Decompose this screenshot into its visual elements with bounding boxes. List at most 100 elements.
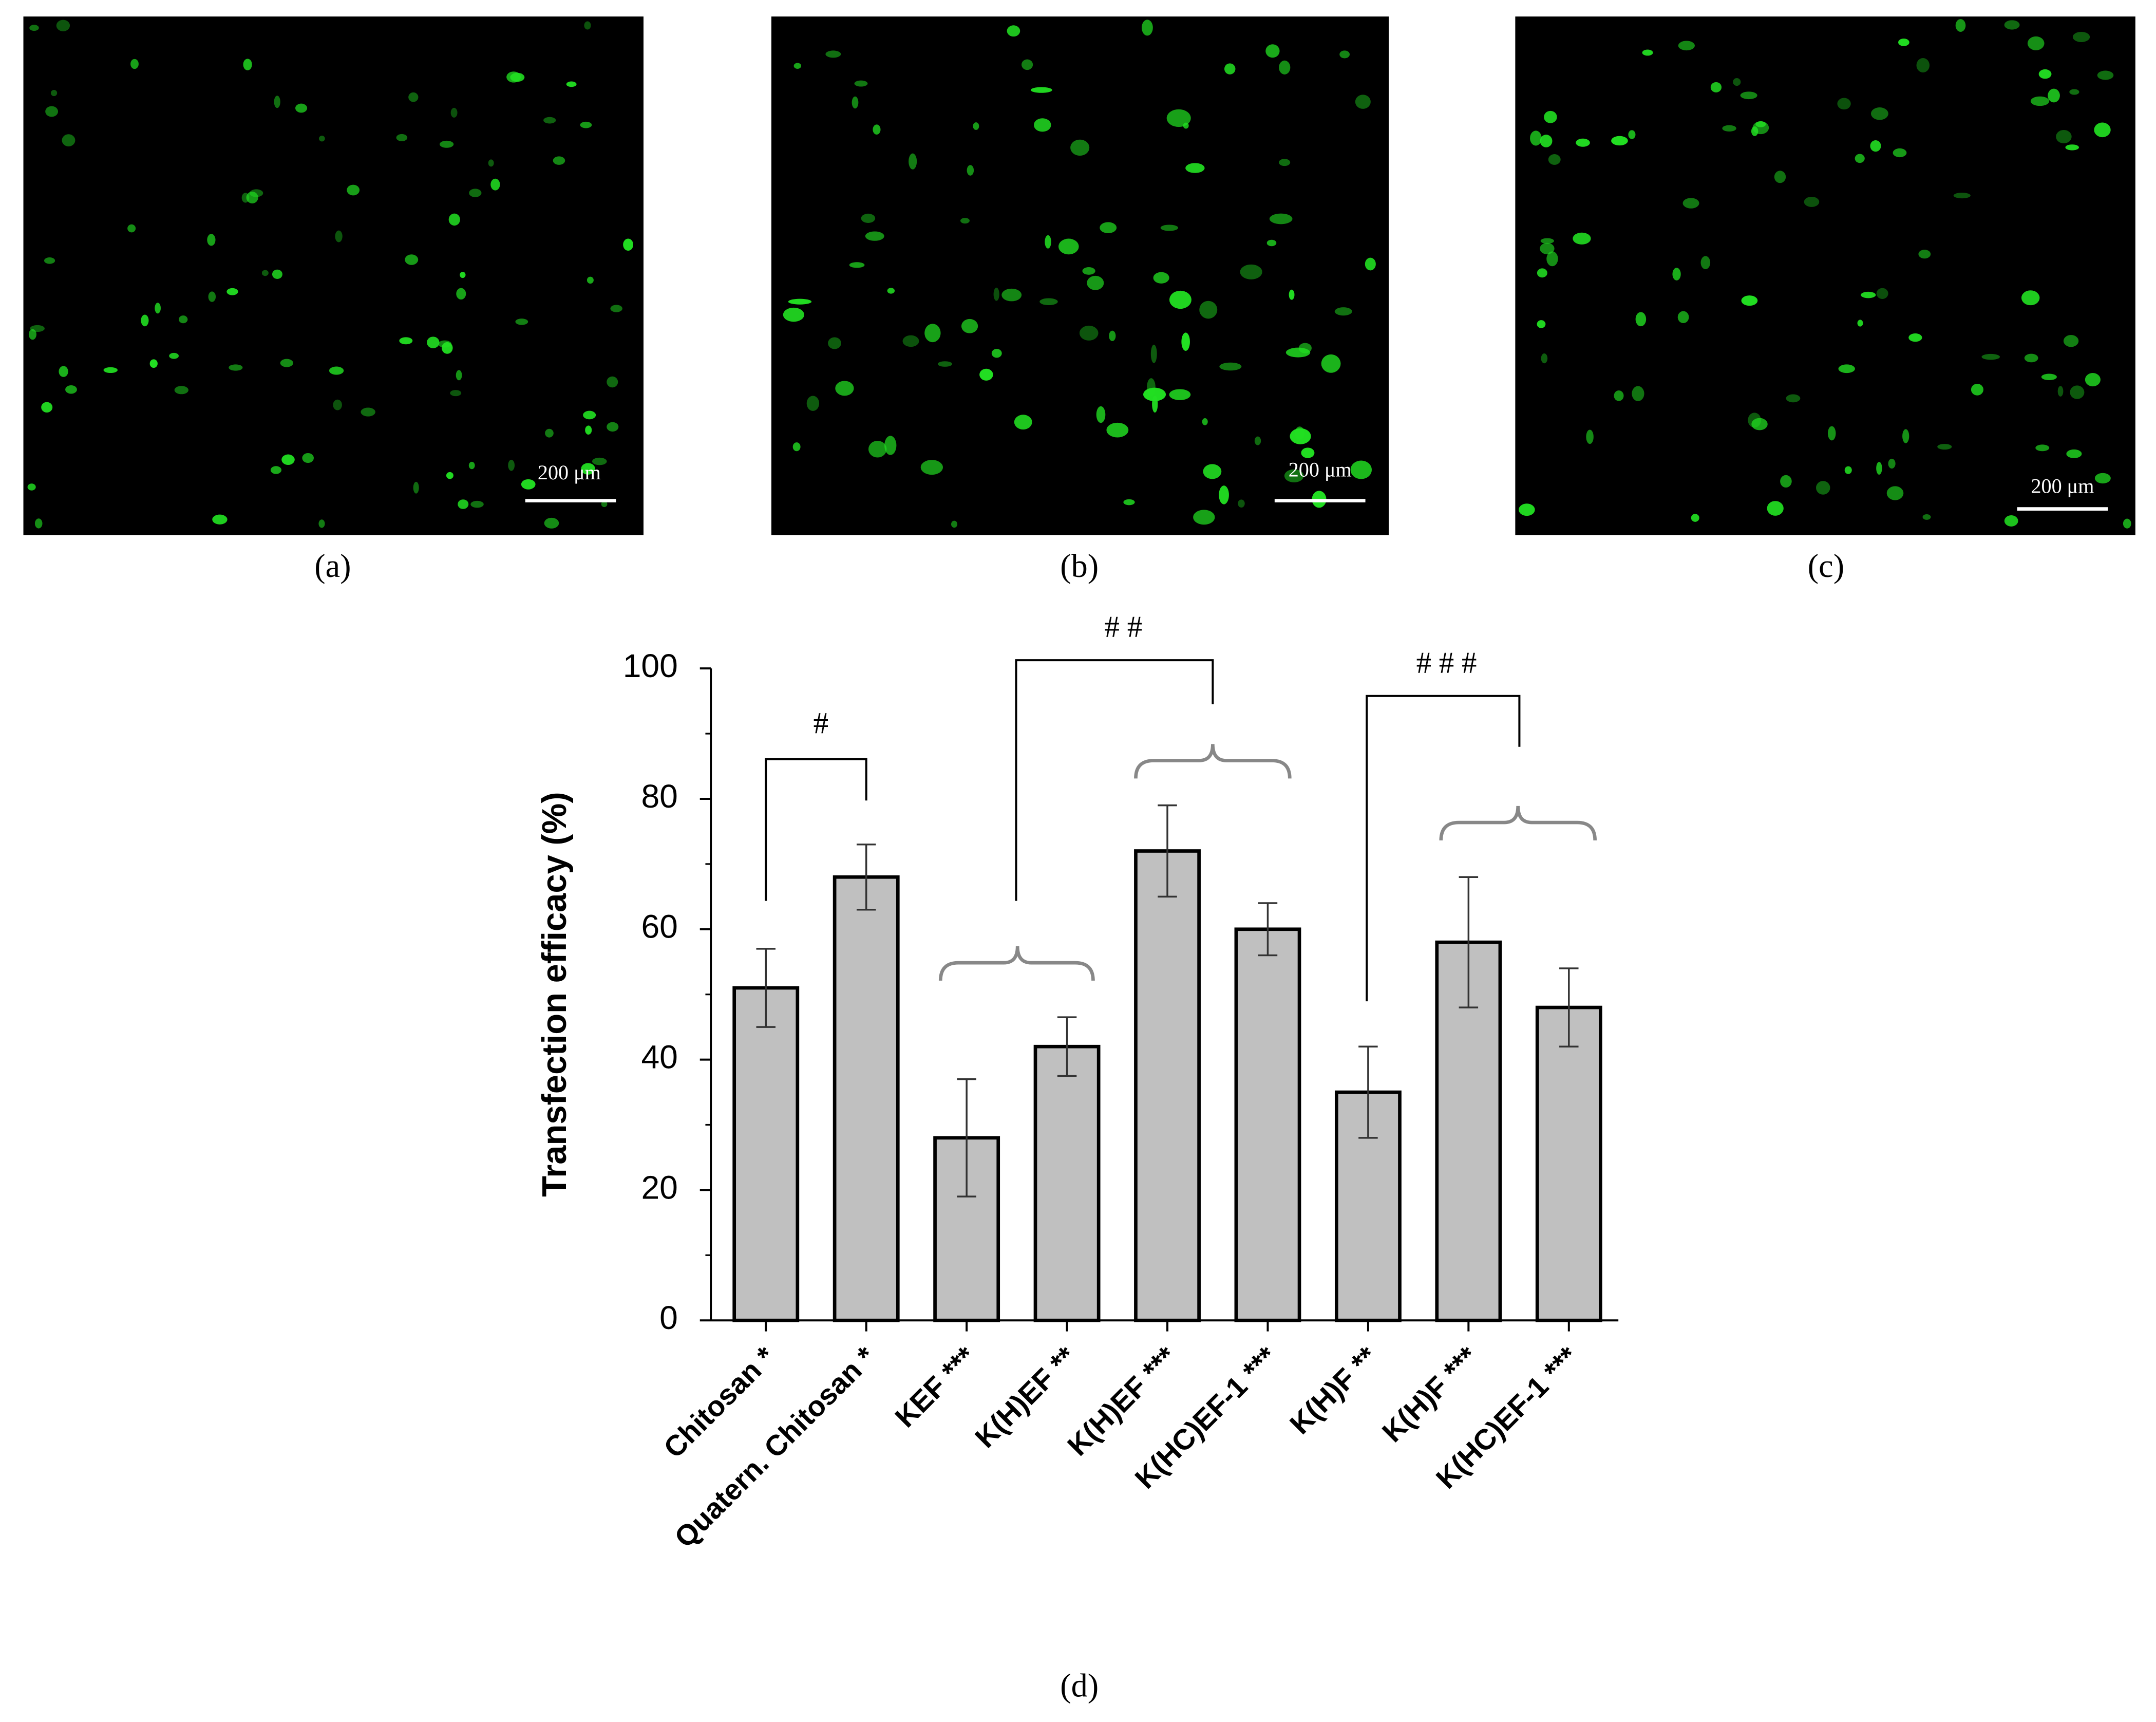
- cell: [1240, 264, 1262, 279]
- cell: [1827, 426, 1836, 441]
- cell: [1058, 238, 1079, 255]
- cell: [960, 218, 970, 224]
- cell: [302, 453, 314, 463]
- cell: [329, 366, 344, 375]
- cell: [583, 410, 596, 420]
- micrographs: [23, 16, 2135, 535]
- cell: [41, 402, 53, 413]
- significance-brackets: [765, 659, 1521, 1002]
- cell: [440, 140, 454, 148]
- cell: [1007, 25, 1020, 37]
- micrograph-a: [23, 16, 644, 535]
- cell: [884, 436, 897, 455]
- cell: [361, 407, 375, 417]
- cell: [961, 319, 978, 333]
- scale-bar-label: 200 μm: [2031, 475, 2094, 498]
- cell: [1285, 347, 1311, 358]
- cell: [1918, 250, 1931, 259]
- cell: [553, 156, 565, 165]
- cell: [246, 191, 258, 204]
- y-tick-label: 60: [641, 908, 677, 945]
- cell: [902, 335, 919, 347]
- cell: [1837, 98, 1851, 110]
- cell: [456, 370, 462, 381]
- cell: [460, 271, 466, 278]
- cell: [1082, 267, 1095, 275]
- cell: [212, 514, 228, 525]
- cell: [1334, 307, 1352, 316]
- cell: [854, 80, 868, 87]
- cell: [581, 463, 595, 475]
- cell: [1199, 301, 1218, 319]
- cell: [545, 428, 554, 438]
- cell: [1279, 159, 1291, 166]
- cell: [1365, 257, 1376, 271]
- cell: [1886, 486, 1904, 500]
- cell: [601, 501, 608, 508]
- cell: [1202, 418, 1208, 425]
- cell: [1916, 58, 1930, 73]
- bracket: [1366, 695, 1521, 1002]
- bar: [833, 875, 900, 1322]
- cell: [1279, 60, 1291, 74]
- cell: [1169, 389, 1191, 400]
- cell: [2069, 89, 2079, 95]
- cell: [1774, 171, 1786, 183]
- cell: [1902, 429, 1909, 443]
- cell: [468, 461, 475, 470]
- cell: [241, 193, 250, 203]
- cell: [2094, 473, 2111, 484]
- cell: [2066, 449, 2082, 458]
- cell: [1937, 444, 1952, 450]
- cell: [1070, 139, 1090, 156]
- cell: [30, 325, 45, 332]
- cell: [1219, 362, 1242, 371]
- cell: [1953, 193, 1971, 199]
- cell: [1780, 475, 1792, 488]
- y-tick-label: 40: [641, 1039, 677, 1076]
- cell: [1530, 130, 1542, 146]
- cell: [396, 134, 408, 141]
- cell: [909, 153, 917, 170]
- cell: [510, 72, 525, 82]
- cell: [446, 472, 453, 479]
- cell: [2097, 70, 2114, 80]
- cell: [1971, 384, 1983, 396]
- cell: [29, 25, 39, 31]
- cell: [825, 50, 841, 58]
- cell: [610, 305, 622, 312]
- significance-label: # #: [1105, 610, 1143, 644]
- cell: [1876, 462, 1882, 475]
- bracket: [1015, 659, 1214, 901]
- cell: [2065, 144, 2079, 151]
- cell: [1876, 288, 1888, 299]
- error-bar: [1057, 1016, 1077, 1077]
- cell: [1096, 406, 1106, 423]
- cell: [1700, 256, 1711, 270]
- cell: [967, 165, 974, 176]
- cell: [229, 364, 243, 371]
- cell: [1153, 272, 1169, 284]
- cell: [584, 21, 591, 30]
- panel-label: (c): [1808, 548, 1844, 584]
- cell: [207, 234, 216, 246]
- cell: [1537, 268, 1547, 278]
- cell: [1632, 386, 1644, 401]
- cell: [1678, 41, 1695, 51]
- cell: [1752, 121, 1769, 135]
- cell: [1844, 466, 1852, 474]
- y-tick-label: 20: [641, 1169, 677, 1206]
- cell: [470, 500, 484, 508]
- cell: [1908, 333, 1922, 342]
- cell: [1710, 82, 1722, 92]
- cell: [1898, 39, 1909, 46]
- bar: [1033, 1044, 1101, 1322]
- cell: [1888, 458, 1896, 469]
- error-bar: [1358, 1045, 1378, 1139]
- cell: [1269, 213, 1293, 224]
- y-axis-label: Transfection efficacy (%): [535, 792, 574, 1196]
- cell: [873, 124, 881, 135]
- cell: [280, 359, 293, 367]
- y-tick-label: 0: [659, 1299, 678, 1336]
- bar: [1234, 927, 1301, 1322]
